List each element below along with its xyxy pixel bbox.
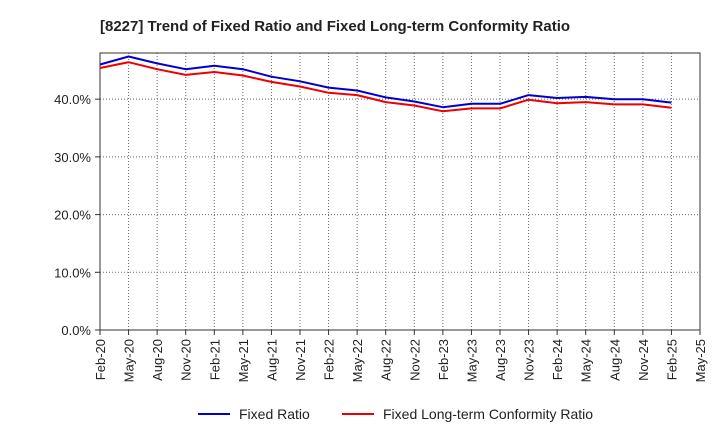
- y-tick-label: 10.0%: [54, 265, 91, 280]
- x-tick-label: Nov-22: [407, 339, 422, 381]
- x-tick-label: Feb-21: [207, 339, 222, 380]
- legend-label-2: Fixed Long-term Conformity Ratio: [383, 406, 593, 422]
- plot-area: 0.0% 10.0% 20.0% 30.0% 40.0% Feb-20 May-20 Aug-…: [54, 52, 708, 382]
- series-line-1: [99, 55, 672, 109]
- y-tick-label: 20.0%: [54, 208, 91, 223]
- x-tick-label: Aug-20: [150, 339, 165, 381]
- x-tick-label: Aug-23: [493, 339, 508, 381]
- plot-frame: [99, 52, 701, 331]
- x-tick-label: May-25: [693, 339, 708, 382]
- legend: Fixed Ratio Fixed Long-term Conformity Ra…: [198, 406, 593, 422]
- plot-background: [100, 53, 700, 330]
- x-tick-label: May-23: [464, 339, 479, 382]
- x-tick-label: Nov-21: [293, 339, 308, 381]
- x-tick-label: Feb-20: [93, 339, 108, 380]
- x-tick-label: Aug-22: [379, 339, 394, 381]
- x-tick-label: Feb-24: [550, 339, 565, 380]
- x-tick-label: May-20: [122, 339, 137, 382]
- x-tick-label: May-24: [579, 339, 594, 382]
- y-tick-label: 0.0%: [61, 323, 91, 338]
- legend-label-1: Fixed Ratio: [239, 406, 310, 422]
- x-tick-label: Feb-22: [322, 339, 337, 380]
- y-tick-label: 30.0%: [54, 150, 91, 165]
- series-line-2: [99, 61, 672, 113]
- x-tick-label: May-21: [236, 339, 251, 382]
- x-tick-label: May-22: [350, 339, 365, 382]
- x-tick-label: Nov-20: [179, 339, 194, 381]
- x-tick-label: Aug-24: [607, 339, 622, 381]
- x-tick-label: Aug-21: [264, 339, 279, 381]
- x-tick-label: Feb-25: [664, 339, 679, 380]
- y-tick-label: 40.0%: [54, 92, 91, 107]
- x-tick-label: Feb-23: [436, 339, 451, 380]
- chart-title: [8227] Trend of Fixed Ratio and Fixed Lo…: [100, 18, 570, 35]
- x-tick-label: Nov-24: [636, 339, 651, 381]
- x-tick-label: Nov-23: [522, 339, 537, 381]
